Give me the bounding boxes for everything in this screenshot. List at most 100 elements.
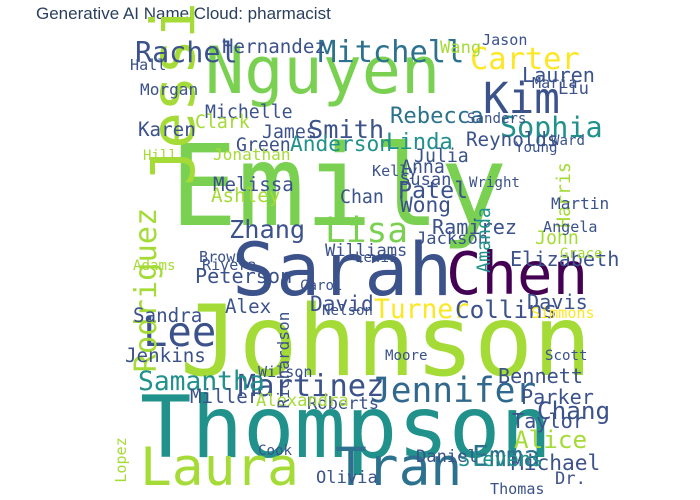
word-jennifer: Jennifer — [370, 371, 536, 411]
word-morgan: Morgan — [140, 80, 198, 99]
word-linda: Linda — [386, 129, 453, 155]
word-rebecca: Rebecca — [390, 103, 484, 129]
word-lee: Lee — [143, 308, 216, 356]
word-simmons: Simmons — [531, 304, 595, 322]
word-wong: Wong — [400, 192, 451, 217]
word-olivia: Olivia — [316, 468, 378, 488]
word-martinez: Martinez — [238, 369, 384, 404]
word-lopez: Lopez — [112, 437, 130, 482]
word-thompson: Thompson — [140, 379, 552, 478]
word-ramirez: Ramirez — [432, 215, 517, 239]
word-nelson: Nelson — [322, 303, 373, 319]
chart-title: Generative AI Name Cloud: pharmacist — [36, 4, 331, 23]
word-lauren: Lauren — [522, 63, 595, 87]
word-stevens: Stevens — [458, 447, 543, 471]
word-melissa: Melissa — [213, 173, 294, 196]
word-chang: Chang — [537, 396, 610, 425]
word-carol: Carol — [300, 278, 342, 294]
word-karen: Karen — [138, 118, 196, 141]
word-michael: Michael — [511, 450, 600, 475]
word-roberts: Roberts — [307, 394, 379, 414]
word-david: David — [310, 291, 374, 316]
word-young: Young — [515, 140, 557, 156]
word-lisa: Lisa — [325, 211, 408, 251]
word-kim: Kim — [483, 74, 560, 124]
word-smith: Smith — [308, 115, 384, 144]
word-sarah: Sarah — [232, 228, 452, 313]
word-ward: Ward — [551, 133, 585, 149]
word-wang: Wang — [440, 38, 481, 58]
word-tran: Tran — [335, 437, 462, 498]
word-julia: Julia — [414, 146, 469, 167]
word-miller: Miller — [190, 385, 259, 408]
word-laura: Laura — [140, 437, 299, 498]
word-carter: Carter — [470, 42, 580, 77]
word-jenkins: Jenkins — [125, 344, 206, 367]
word-bennett: Bennett — [498, 364, 583, 388]
word-emily: Emily — [170, 122, 507, 252]
word-alexandra: Alexandra — [256, 391, 349, 411]
word-susan: Susan — [400, 170, 451, 190]
word-samantha: Samantha — [138, 367, 265, 397]
word-johnson: Johnson — [180, 285, 592, 399]
word-maria: Maria — [532, 74, 577, 92]
word-chen: Chen — [446, 239, 588, 308]
word-alice: Alice — [514, 425, 587, 454]
word-harris: Harris — [554, 162, 575, 228]
word-clark: Clark — [195, 112, 250, 133]
word-ashley: Ashley — [211, 184, 280, 207]
word-lewis: Lewis — [355, 250, 397, 266]
word-kelly: Kelly — [372, 162, 417, 180]
word-reynolds: Reynolds — [466, 128, 558, 151]
word-elizabeth: Elizabeth — [510, 247, 619, 271]
word-emma: Emma — [472, 440, 540, 473]
word-peterson: Peterson — [195, 264, 292, 288]
word-dr-: Dr. — [555, 469, 586, 489]
word-wilson: Wilson — [258, 363, 313, 381]
word-john: John — [535, 228, 579, 249]
word-jonathan: Jonathan — [213, 145, 291, 164]
word-green: Green — [236, 135, 291, 156]
word-rodriguez: Rodriguez — [129, 208, 164, 373]
word-hall: Hall — [130, 56, 166, 74]
word-martin: Martin — [551, 194, 609, 213]
word-mitchell: Mitchell — [318, 35, 464, 70]
word-sandra: Sandra — [133, 304, 202, 327]
word-rachel: Rachel — [135, 36, 238, 69]
word-rivera: Rivera — [202, 256, 257, 274]
word-anna: Anna — [401, 157, 445, 178]
word-michelle: Michelle — [205, 102, 293, 123]
word-richardson: Richardson — [274, 312, 293, 409]
word-jason: Jason — [482, 31, 527, 49]
word-chan: Chan — [340, 187, 384, 208]
word-hernandez: Hernandez — [222, 35, 326, 58]
word-parker: Parker — [521, 385, 594, 409]
word-williams: Williams — [325, 241, 407, 261]
word-turner: Turner — [374, 295, 469, 325]
word-davis: Davis — [527, 290, 588, 314]
word-collins: Collins — [455, 295, 557, 324]
word-grace: Grace — [560, 246, 602, 262]
word-sanders: Sanders — [467, 111, 526, 127]
word-wright: Wright — [469, 175, 520, 191]
word-james: James — [262, 122, 317, 143]
word-nguyen: Nguyen — [205, 34, 440, 109]
word-sophia: Sophia — [500, 111, 603, 144]
word-patel: Patel — [398, 177, 468, 204]
word-adams: Adams — [133, 258, 175, 274]
word-hill: Hill — [143, 148, 177, 164]
word-scott: Scott — [545, 348, 587, 364]
word-taylor: Taylor — [512, 409, 585, 433]
word-jackson: Jackson — [416, 229, 488, 249]
word-alex: Alex — [225, 295, 271, 318]
word-amanda: Amanda — [474, 207, 495, 273]
word-cook: Cook — [258, 443, 292, 459]
word-thomas: Thomas — [490, 480, 545, 498]
word-angela: Angela — [543, 218, 598, 236]
word-zhang: Zhang — [229, 215, 305, 244]
word-jessica: Jessica — [138, 0, 209, 186]
word-moore: Moore — [385, 348, 427, 364]
word-anderson: Anderson — [290, 131, 392, 156]
word-liu: Liu — [558, 79, 589, 99]
